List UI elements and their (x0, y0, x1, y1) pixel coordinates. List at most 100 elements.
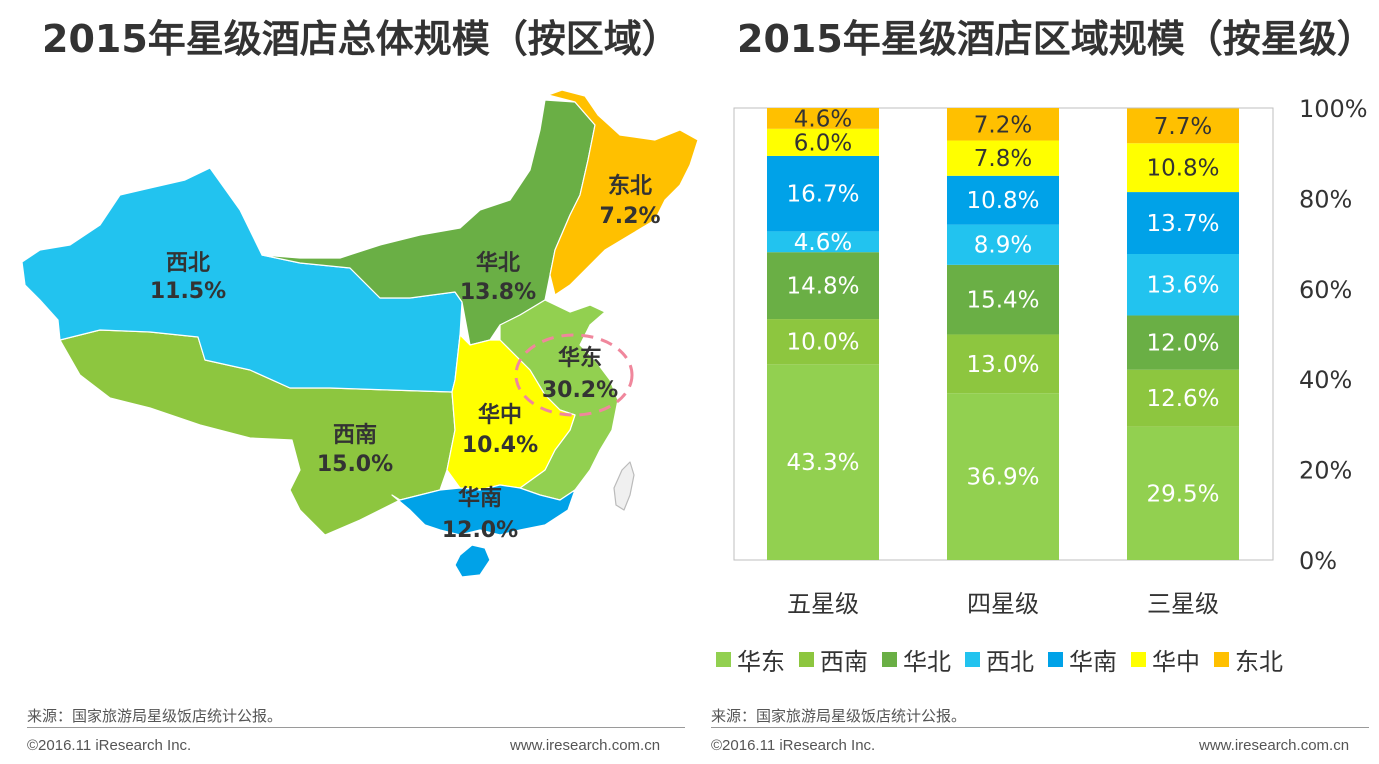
legend-item-1: 西南 (799, 642, 868, 677)
map-label-xibei-value: 11.5% (150, 279, 226, 304)
legend-swatch-3 (965, 652, 980, 667)
legend-swatch-4 (1048, 652, 1063, 667)
category-label-0: 五星级 (787, 590, 859, 618)
legend-label-0: 华东 (737, 648, 785, 676)
legend-item-0: 华东 (716, 642, 785, 677)
map-label-huadong-value: 30.2% (542, 378, 618, 403)
source-note-left: 来源：国家旅游局星级饭店统计公报。 (27, 707, 283, 725)
bar-segment-1-5 (947, 140, 1059, 176)
data-label-2-5: 10.8% (1146, 156, 1219, 182)
website-right[interactable]: www.iresearch.com.cn (1199, 737, 1350, 754)
y-tick-label-1: 20% (1299, 457, 1352, 485)
footer-divider-right (711, 727, 1369, 728)
chart-title: 2015年星级酒店区域规模（按星级） (737, 17, 1375, 61)
legend-swatch-5 (1131, 652, 1146, 667)
map-label-huabei-value: 13.8% (460, 280, 536, 305)
bar-segment-1-6 (947, 108, 1059, 141)
y-tick-label-5: 100% (1299, 95, 1368, 123)
map-region-dongbei (547, 89, 699, 296)
map-label-huanan-name: 华南 (458, 485, 502, 511)
data-label-2-3: 13.6% (1146, 273, 1219, 299)
legend-swatch-0 (716, 652, 731, 667)
bar-segment-0-2 (767, 252, 879, 320)
data-label-0-5: 6.0% (794, 130, 852, 156)
copyright-left: ©2016.11 iResearch Inc. (27, 737, 192, 754)
map-label-huazhong-value: 10.4% (462, 433, 538, 458)
data-label-2-1: 12.6% (1146, 386, 1219, 412)
bar-segment-0-4 (767, 155, 879, 232)
data-label-1-6: 7.2% (974, 112, 1032, 138)
stacked-bar-chart: 43.3%10.0%14.8%4.6%16.7%6.0%4.6%36.9%13.… (733, 95, 1368, 618)
map-title: 2015年星级酒店总体规模（按区域） (42, 17, 680, 61)
bar-segment-1-1 (947, 334, 1059, 394)
highlight-ellipse (514, 333, 634, 417)
bar-segment-2-2 (1127, 315, 1239, 370)
data-label-2-2: 12.0% (1146, 331, 1219, 357)
legend-swatch-6 (1214, 652, 1229, 667)
footer-divider-left (27, 727, 685, 728)
bar-segment-0-3 (767, 231, 879, 253)
map-label-huazhong-name: 华中 (478, 402, 522, 428)
bar-segment-2-0 (1127, 426, 1239, 560)
website-left[interactable]: www.iresearch.com.cn (510, 737, 661, 754)
china-region-map: 西北 11.5% 华北 13.8% 东北 7.2% 华东 30.2% 华中 10… (21, 89, 699, 578)
data-label-2-0: 29.5% (1146, 481, 1219, 507)
legend-label-5: 华中 (1152, 648, 1200, 676)
bar-segment-1-0 (947, 393, 1059, 560)
bar-segment-2-3 (1127, 253, 1239, 316)
data-label-0-3: 4.6% (794, 230, 852, 256)
source-note-right: 来源：国家旅游局星级饭店统计公报。 (711, 707, 967, 725)
bar-segment-0-1 (767, 319, 879, 365)
data-label-1-3: 8.9% (974, 233, 1032, 259)
data-label-0-1: 10.0% (786, 330, 859, 356)
data-label-1-5: 7.8% (974, 146, 1032, 172)
map-label-xinan-value: 15.0% (317, 452, 393, 477)
data-label-2-4: 13.7% (1146, 211, 1219, 237)
x-categories: 五星级 四星级 三星级 (787, 590, 1219, 618)
bars-layer: 43.3%10.0%14.8%4.6%16.7%6.0%4.6%36.9%13.… (767, 106, 1239, 560)
copyright-right: ©2016.11 iResearch Inc. (711, 737, 876, 754)
legend-label-6: 东北 (1235, 648, 1283, 676)
map-island-taiwan (613, 461, 635, 511)
legend-item-2: 华北 (882, 642, 951, 677)
data-label-1-0: 36.9% (966, 465, 1039, 491)
bar-segment-2-1 (1127, 369, 1239, 427)
legend-label-1: 西南 (820, 648, 868, 676)
data-label-0-2: 14.8% (786, 274, 859, 300)
map-region-huazhong (446, 334, 576, 491)
legend-item-5: 华中 (1131, 642, 1200, 677)
legend-item-4: 华南 (1048, 642, 1117, 677)
data-label-1-4: 10.8% (966, 188, 1039, 214)
y-tick-label-2: 40% (1299, 366, 1352, 394)
data-label-0-6: 4.6% (794, 106, 852, 132)
bar-segment-2-6 (1127, 108, 1239, 144)
data-label-1-1: 13.0% (966, 352, 1039, 378)
map-label-xibei-name: 西北 (166, 251, 210, 276)
bar-segment-1-2 (947, 264, 1059, 335)
bar-segment-2-5 (1127, 143, 1239, 193)
data-label-1-2: 15.4% (966, 288, 1039, 314)
bar-segment-0-5 (767, 128, 879, 156)
bar-segment-0-0 (767, 364, 879, 560)
map-island-hainan (454, 544, 491, 578)
legend-label-3: 西北 (986, 648, 1034, 676)
legend-label-2: 华北 (903, 648, 951, 676)
legend-item-3: 西北 (965, 642, 1034, 677)
bar-segment-2-4 (1127, 192, 1239, 254)
category-label-1: 四星级 (967, 590, 1039, 618)
map-label-dongbei-name: 东北 (608, 173, 652, 199)
legend-label-4: 华南 (1069, 648, 1117, 676)
map-label-huabei-name: 华北 (476, 250, 520, 276)
map-label-huanan-value: 12.0% (442, 518, 518, 543)
legend-swatch-2 (882, 652, 897, 667)
category-label-2: 三星级 (1147, 590, 1219, 618)
y-tick-label-0: 0% (1299, 547, 1337, 575)
data-label-2-6: 7.7% (1154, 114, 1212, 140)
map-region-xibei (21, 167, 463, 393)
bar-segment-0-6 (767, 108, 879, 129)
map-label-xinan-name: 西南 (333, 423, 377, 448)
legend-item-6: 东北 (1214, 642, 1283, 677)
map-label-dongbei-value: 7.2% (599, 204, 660, 229)
legend-swatch-1 (799, 652, 814, 667)
y-tick-label-3: 60% (1299, 276, 1352, 304)
